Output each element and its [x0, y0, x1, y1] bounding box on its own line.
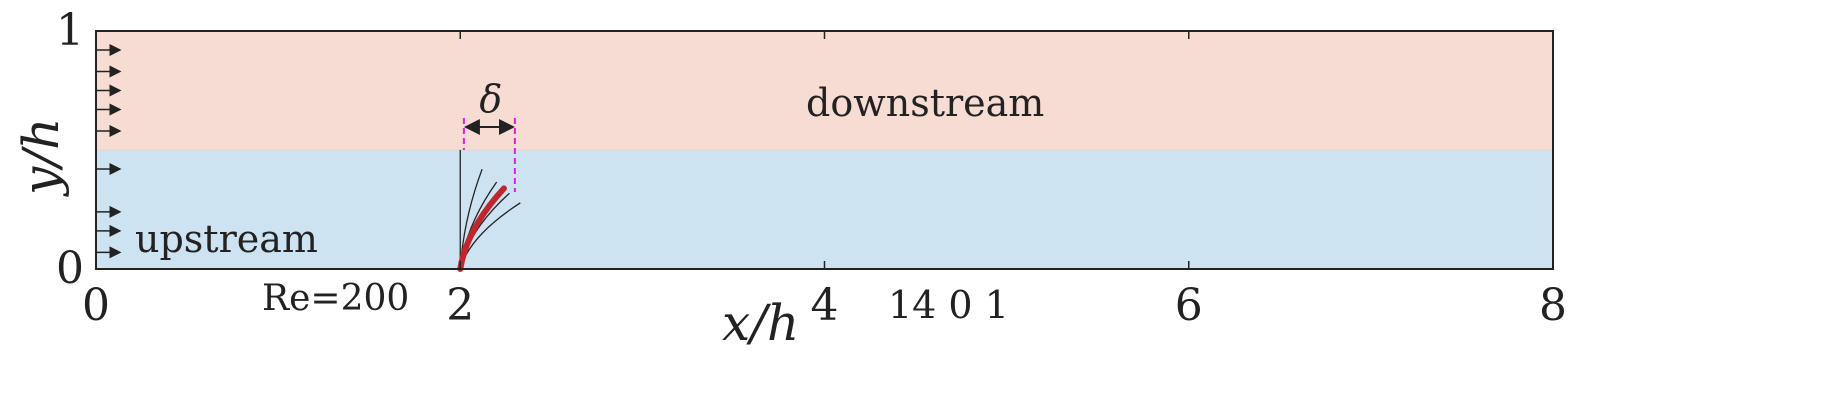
- tick-labels: 0 2 4 6 8 0 1: [56, 5, 1567, 331]
- inlet-velocity-arrows: [96, 44, 122, 259]
- downstream-label: downstream: [806, 81, 1044, 125]
- y-tick-label: 0: [56, 243, 84, 294]
- filament-envelope: [457, 150, 521, 272]
- filament-highlight: [457, 185, 507, 272]
- upstream-label: upstream: [135, 217, 318, 261]
- x-tick-label: 4: [811, 280, 839, 331]
- delta-marker: [462, 118, 516, 192]
- x-tick-label: 2: [446, 280, 474, 331]
- x-tick-label: 8: [1539, 280, 1567, 331]
- y-axis-label: y/h: [12, 118, 70, 197]
- x-axis-label: x/h: [722, 294, 799, 352]
- axis-ticks: [95, 31, 1554, 269]
- x-tick-label: 0: [82, 280, 110, 331]
- downstream-region: [96, 31, 1553, 150]
- stray-number-labels: 14 0 1: [888, 283, 1009, 327]
- y-tick-label: 1: [56, 5, 84, 56]
- delta-label: δ: [479, 77, 502, 121]
- upstream-region: [96, 150, 1553, 269]
- reynolds-label: Re=200: [262, 278, 409, 319]
- x-tick-label: 6: [1175, 280, 1203, 331]
